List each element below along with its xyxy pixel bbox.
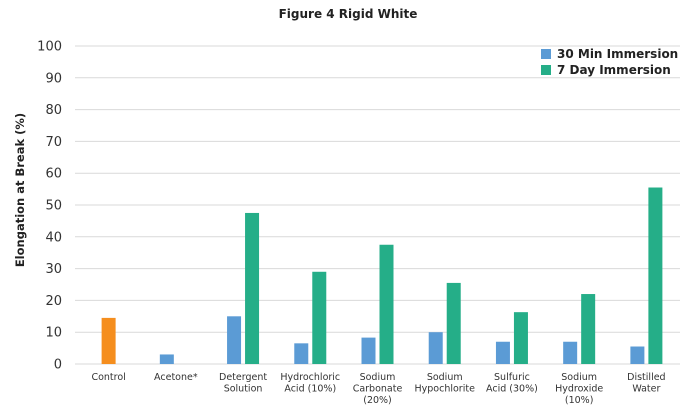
y-tick-label: 80	[45, 103, 62, 118]
bar-control	[101, 317, 116, 364]
y-tick-labels: 0 10 20 30 40 50 60 70 80 90 100	[37, 40, 62, 373]
bars	[101, 187, 663, 364]
bar-30min	[563, 341, 578, 364]
bar-30min	[227, 316, 242, 364]
legend-swatch	[541, 49, 551, 59]
x-tick-label: Sulfuric	[494, 372, 530, 383]
bar-7day	[312, 271, 327, 364]
x-tick-label: Detergent	[219, 372, 267, 383]
gridlines	[75, 45, 680, 365]
bar-7day	[379, 244, 394, 364]
bar-30min	[159, 354, 174, 364]
bar-30min	[361, 337, 376, 364]
legend-swatch	[541, 65, 551, 75]
bar-7day	[245, 212, 260, 364]
x-tick-label: Acetone*	[154, 372, 198, 383]
x-tick-label: (20%)	[363, 395, 392, 406]
bar-30min	[428, 332, 443, 364]
bar-7day	[446, 282, 461, 364]
y-tick-label: 20	[45, 294, 62, 309]
bar-30min	[495, 341, 510, 364]
chart-title: Figure 4 Rigid White	[279, 7, 418, 21]
bar-7day	[513, 312, 528, 364]
legend-label: 7 Day Immersion	[557, 63, 671, 77]
y-tick-label: 60	[45, 167, 62, 182]
x-tick-label: Water	[632, 384, 660, 395]
x-tick-label: Carbonate	[353, 384, 403, 395]
bar-30min	[294, 343, 309, 364]
x-tick-label: Hypochlorite	[415, 384, 476, 395]
y-tick-label: 50	[45, 199, 62, 214]
x-tick-label: Acid (10%)	[284, 384, 336, 395]
y-tick-label: 100	[37, 40, 62, 55]
bar-7day	[648, 187, 663, 364]
x-tick-label: Sodium	[561, 372, 597, 383]
y-tick-label: 90	[45, 71, 62, 86]
x-tick-label: Distilled	[627, 372, 665, 383]
legend-label: 30 Min Immersion	[557, 47, 678, 61]
y-tick-label: 40	[45, 230, 62, 245]
x-tick-label: Hydroxide	[555, 384, 603, 395]
x-tick-label: Acid (30%)	[486, 384, 538, 395]
y-axis-label: Elongation at Break (%)	[13, 113, 27, 267]
x-tick-label: (10%)	[565, 395, 594, 406]
bar-30min	[630, 346, 645, 364]
x-tick-label: Control	[91, 372, 125, 383]
x-tick-label: Sodium	[360, 372, 396, 383]
y-tick-label: 0	[54, 358, 62, 373]
x-tick-label: Hydrochloric	[280, 372, 340, 383]
y-tick-label: 30	[45, 262, 62, 277]
bar-7day	[581, 294, 596, 364]
y-tick-label: 10	[45, 326, 62, 341]
y-tick-label: 70	[45, 135, 62, 150]
x-tick-label: Solution	[224, 384, 263, 395]
x-tick-label: Sodium	[427, 372, 463, 383]
legend: 30 Min Immersion 7 Day Immersion	[541, 47, 678, 77]
